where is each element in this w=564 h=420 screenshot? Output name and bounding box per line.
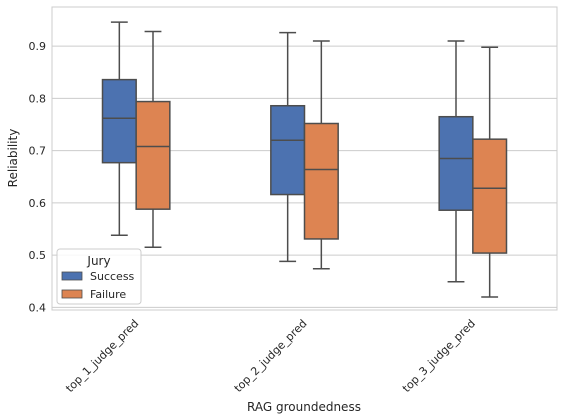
- legend-label-success: Success: [90, 270, 135, 283]
- box-failure-2: [303, 40, 339, 270]
- legend-swatch-failure: [61, 289, 83, 299]
- y-tick-label-4: 0.8: [29, 92, 47, 105]
- boxes-layer: [101, 21, 508, 298]
- box-failure-3: [472, 46, 508, 298]
- x-tick-label-1: top_1_judge_pred: [63, 317, 141, 395]
- legend-title: Jury: [86, 254, 110, 268]
- x-tick-labels: top_1_judge_pred top_2_judge_pred top_3_ju…: [63, 317, 478, 395]
- box-iqr: [472, 138, 508, 254]
- box-iqr: [270, 104, 306, 196]
- y-tick-label-1: 0.5: [29, 249, 47, 262]
- box-success-2: [270, 31, 306, 263]
- x-tick-label-2: top_2_judge_pred: [232, 317, 310, 395]
- legend-label-failure: Failure: [90, 288, 126, 301]
- box-iqr: [135, 100, 171, 210]
- y-tick-label-3: 0.7: [29, 145, 47, 158]
- legend: Jury Success Failure: [56, 248, 142, 305]
- legend-swatch-success: [61, 271, 83, 281]
- y-tick-label-0: 0.4: [29, 301, 47, 314]
- y-tick-label-5: 0.9: [29, 40, 47, 53]
- box-success-1: [101, 21, 137, 237]
- x-tick-label-3: top_3_judge_pred: [400, 317, 478, 395]
- box-iqr: [438, 115, 474, 211]
- y-axis-label: Reliability: [6, 129, 20, 188]
- x-axis-label: RAG groundedness: [247, 400, 361, 414]
- y-tick-labels: 0.4 0.5 0.6 0.7 0.8 0.9: [29, 40, 47, 314]
- y-tick-label-2: 0.6: [29, 197, 47, 210]
- box-iqr: [101, 78, 137, 164]
- box-iqr: [303, 122, 339, 240]
- box-failure-1: [135, 30, 171, 249]
- box-success-3: [438, 40, 474, 283]
- plot-frame: [51, 6, 558, 311]
